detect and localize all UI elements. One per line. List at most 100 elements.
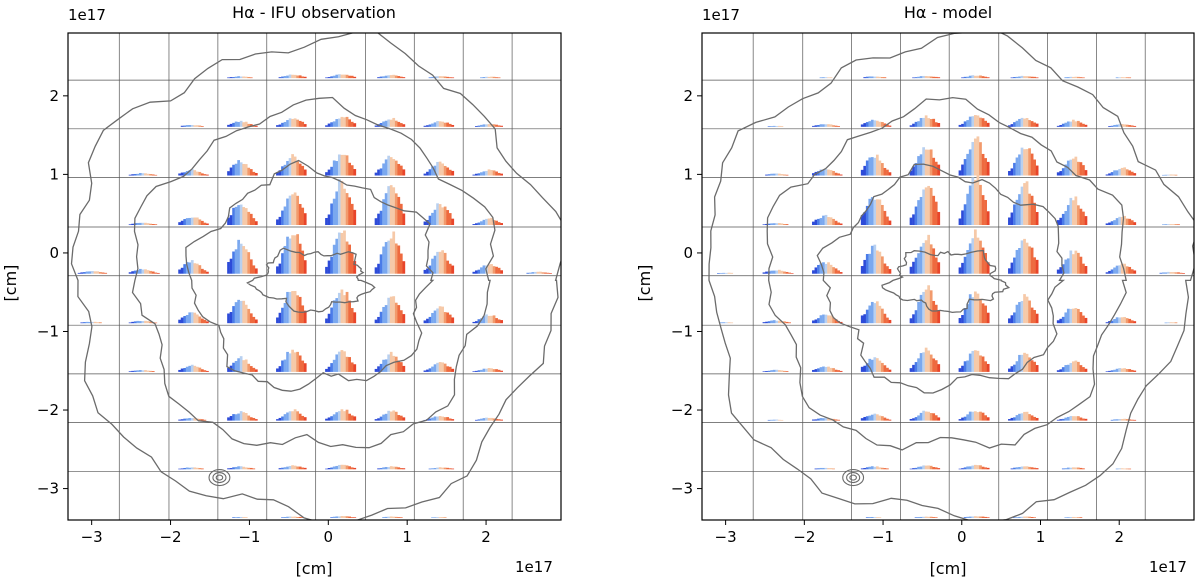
profile-bar: [534, 271, 537, 274]
profile-bar: [448, 123, 452, 127]
profile-bar: [190, 169, 194, 176]
profile-bar: [232, 467, 235, 470]
profile-bar: [229, 167, 233, 176]
profile-bar: [1023, 183, 1026, 226]
profile-bar: [1084, 124, 1088, 127]
profile-bar: [1020, 354, 1024, 372]
profile-bar: [490, 417, 493, 421]
profile-bar: [278, 312, 282, 324]
profile-bar: [296, 234, 300, 274]
profile-bar: [392, 516, 396, 518]
profile-bar: [919, 76, 923, 79]
profile-bar: [1167, 271, 1170, 274]
profile-bar: [93, 321, 97, 324]
profile-bar: [1079, 77, 1083, 79]
profile-bar: [178, 173, 181, 176]
profile-bar: [937, 262, 941, 274]
profile-bar: [886, 468, 889, 470]
profile-bar: [881, 122, 884, 127]
profile-bar: [837, 173, 840, 176]
profile-bar: [929, 354, 933, 372]
profile-bar: [973, 291, 977, 324]
profile-bar: [1028, 148, 1031, 176]
profile-bar: [138, 173, 142, 176]
profile-bar: [865, 416, 869, 421]
profile-bar: [278, 124, 282, 127]
profile-bar: [451, 124, 455, 127]
profile-bar: [480, 172, 483, 176]
profile-bar: [144, 222, 147, 226]
profile-bar: [1123, 316, 1127, 324]
profile-bar: [1059, 171, 1063, 176]
profile-bar: [1125, 169, 1129, 176]
profile-bar: [772, 223, 776, 226]
profile-bar: [1008, 171, 1011, 176]
profile-bar: [443, 165, 447, 176]
profile-bar: [283, 206, 287, 226]
profile-bar: [487, 264, 491, 274]
profile-bar: [154, 322, 158, 324]
profile-bar: [298, 203, 302, 226]
profile-bar: [350, 517, 354, 518]
profile-bar: [1020, 413, 1024, 421]
profile-bar: [242, 360, 246, 372]
profile-bar: [1030, 517, 1034, 518]
profile-bar: [492, 418, 496, 421]
profile-bar: [814, 125, 818, 127]
profile-bar: [276, 125, 279, 127]
profile-bar: [767, 174, 771, 176]
profile-bar: [482, 316, 486, 324]
profile-bar: [242, 246, 246, 274]
profile-bar: [482, 219, 486, 226]
profile-bar: [475, 223, 478, 226]
profile-bar: [886, 216, 889, 226]
profile-bar: [131, 370, 135, 372]
profile-bar: [873, 466, 877, 470]
profile-bar: [185, 418, 189, 421]
y-tick-label: −1: [37, 322, 59, 340]
profile-bar: [234, 302, 238, 324]
profile-bar: [1010, 468, 1014, 470]
profile-bar: [286, 75, 289, 79]
profile-bar: [183, 316, 187, 324]
profile-bar: [446, 312, 450, 324]
profile-bar: [1128, 318, 1132, 324]
profile-bar: [932, 248, 936, 274]
profile-bar: [198, 367, 202, 372]
profile-bar: [968, 466, 972, 470]
profile-bar: [981, 516, 985, 518]
profile-bar: [178, 419, 181, 421]
profile-bar: [817, 171, 820, 176]
profile-bar: [136, 270, 140, 274]
profile-bar: [834, 319, 838, 324]
profile-bar: [1018, 302, 1021, 324]
profile-bar: [141, 269, 145, 274]
profile-bar: [291, 154, 294, 176]
profile-bar: [822, 314, 825, 324]
profile-bar: [1069, 308, 1073, 324]
profile-bar: [888, 220, 892, 226]
profile-bar: [966, 414, 970, 421]
profile-bar: [374, 125, 378, 127]
profile-bar: [237, 358, 240, 372]
profile-bar: [860, 124, 864, 127]
profile-bar: [1030, 247, 1034, 274]
profile-bar: [827, 418, 830, 421]
profile-bar: [979, 142, 982, 176]
profile-bar: [200, 173, 204, 176]
profile-bar: [783, 271, 786, 274]
profile-bar: [973, 516, 977, 518]
profile-bar: [927, 465, 931, 470]
profile-bar: [384, 159, 388, 176]
profile-bar: [966, 360, 970, 372]
profile-bar: [1056, 320, 1060, 324]
profile-bar: [917, 358, 920, 372]
profile-bar: [149, 270, 153, 274]
profile-bar: [963, 76, 967, 79]
profile-bar: [981, 412, 985, 421]
profile-bar: [1162, 272, 1165, 274]
profile-bar: [1123, 77, 1127, 79]
profile-bar: [288, 118, 292, 127]
x-tick-label: 2: [481, 528, 491, 546]
